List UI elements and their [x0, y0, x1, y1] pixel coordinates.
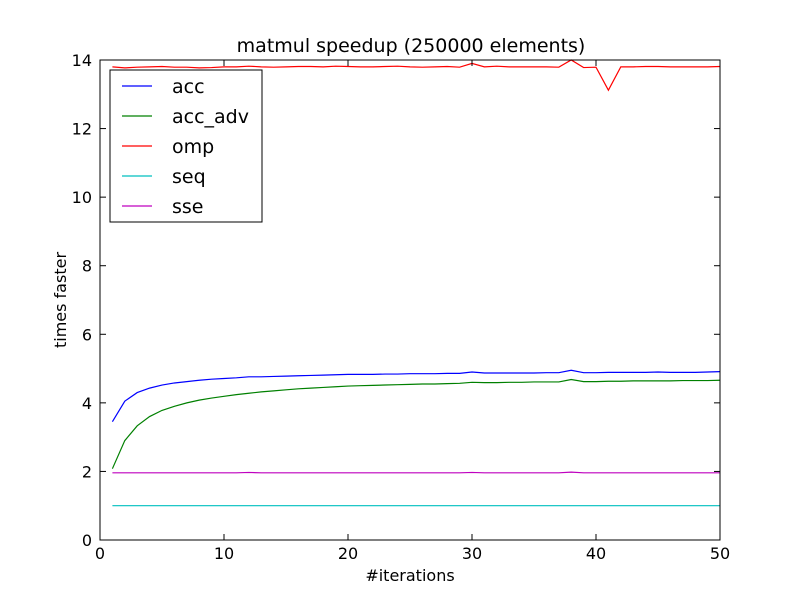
x-tick-label: 40 [586, 544, 606, 563]
series-line-acc-adv [111, 378, 721, 469]
y-tick-label: 10 [72, 188, 92, 207]
chart-title: matmul speedup (250000 elements) [237, 35, 586, 57]
legend-label-omp: omp [172, 136, 214, 158]
x-axis-label: #iterations [365, 566, 454, 585]
x-tick-label: 0 [95, 544, 105, 563]
y-tick-label: 12 [72, 120, 92, 139]
legend-label-seq: seq [172, 166, 206, 188]
legend-label-acc-adv: acc_adv [172, 106, 249, 128]
y-tick-label: 0 [82, 531, 92, 550]
x-tick-label: 20 [338, 544, 358, 563]
legend-label-acc: acc [172, 76, 205, 98]
x-tick-label: 50 [710, 544, 730, 563]
axis-ticks: 0 10 20 30 40 50 0 2 4 6 8 10 12 14 [72, 51, 731, 563]
series-line-omp [112, 59, 721, 92]
plot-frame [99, 59, 721, 541]
y-axis-label: times faster [51, 252, 70, 348]
series-line-sse [112, 471, 720, 474]
y-tick-label: 4 [82, 394, 92, 413]
x-tick-label: 30 [462, 544, 482, 563]
series-line-acc [111, 369, 721, 423]
y-tick-label: 2 [82, 462, 92, 481]
legend-label-sse: sse [172, 196, 204, 218]
y-tick-label: 14 [72, 51, 92, 70]
y-tick-label: 8 [82, 257, 92, 276]
x-tick-label: 10 [214, 544, 234, 563]
y-tick-label: 6 [82, 325, 92, 344]
plot-area [111, 59, 721, 507]
